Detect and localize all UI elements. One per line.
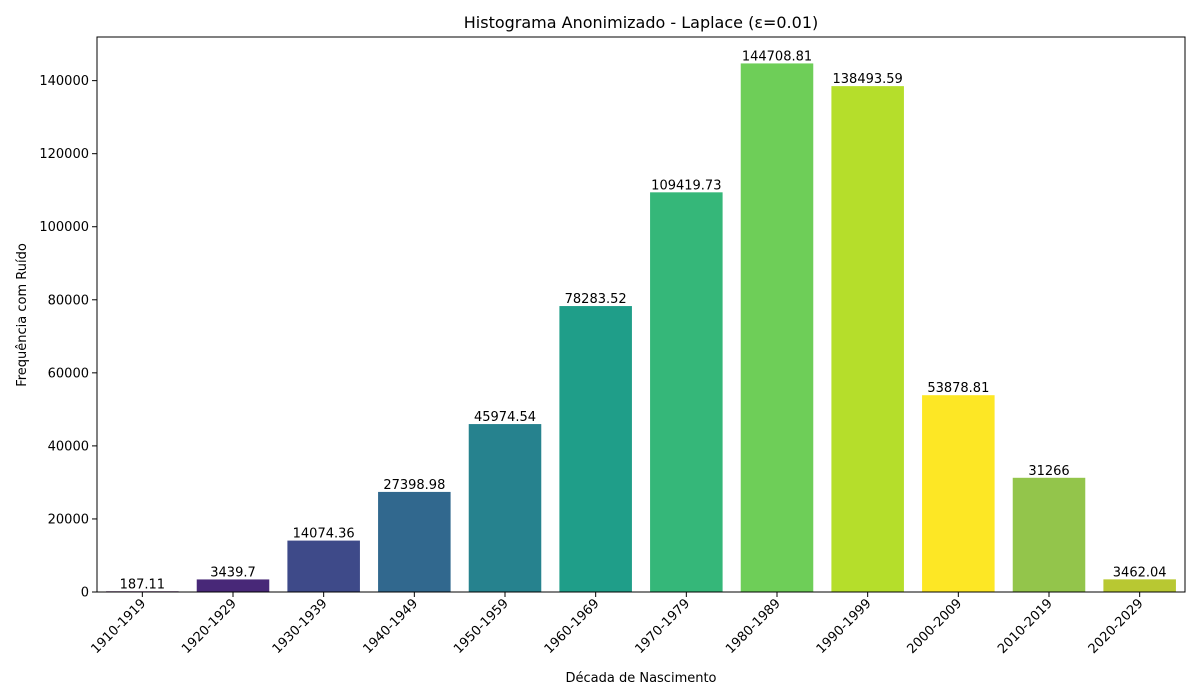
bars-group [106,63,1176,593]
x-tick-label-2020-2029: 2020-2029 [1086,596,1147,657]
x-tick-label-2010-2019: 2010-2019 [995,596,1056,657]
x-tick-label-1990-1999: 1990-1999 [814,596,875,657]
bar-1940-1949 [378,491,451,592]
data-labels-group: 187.11 3439.7 14074.36 27398.98 45974.54 7828… [120,49,1167,592]
data-label-1970-1979: 109419.73 [651,178,721,193]
data-label-1950-1959: 45974.54 [474,410,536,425]
x-axis-label: Década de Nascimento [565,671,716,686]
bar-1990-1999 [831,86,904,592]
y-tick-label-140000: 140000 [39,74,89,89]
y-axis-label: Frequência com Ruído [15,243,30,387]
plot-frame [96,36,1186,593]
x-tick-label-1970-1979: 1970-1979 [632,596,693,657]
bar-2010-2019 [1012,477,1086,592]
y-tick-label-120000: 120000 [39,147,89,162]
y-tick-label-40000: 40000 [48,439,89,454]
bar-2020-2029 [1103,579,1176,592]
bar-1980-1989 [740,63,814,593]
bar-1960-1969 [559,306,632,592]
data-label-1920-1929: 3439.7 [210,565,256,580]
data-label-1930-1939: 14074.36 [293,527,355,542]
x-tick-label-1980-1989: 1980-1989 [723,596,784,657]
x-tick-label-1920-1929: 1920-1929 [179,596,240,657]
data-label-2020-2029: 3462.04 [1113,565,1167,580]
data-label-1940-1949: 27398.98 [383,478,445,493]
y-tick-label-100000: 100000 [39,220,89,235]
y-tick-label-80000: 80000 [48,293,89,308]
bar-1930-1939 [287,540,360,592]
data-label-2000-2009: 53878.81 [927,381,989,396]
x-tick-label-1960-1969: 1960-1969 [542,596,603,657]
data-label-1910-1919: 187.11 [120,577,166,592]
y-tick-label-60000: 60000 [48,366,89,381]
x-tick-label-2000-2009: 2000-2009 [904,596,965,657]
x-tick-label-1950-1959: 1950-1959 [451,596,512,657]
x-tick-label-1910-1919: 1910-1919 [88,596,149,657]
bar-1970-1979 [650,192,723,592]
x-tick-label-1940-1949: 1940-1949 [360,596,421,657]
x-axis: 1910-1919 1920-1929 1930-1939 1940-1949 1950… [88,592,1146,657]
y-tick-label-20000: 20000 [48,512,89,527]
data-label-1990-1999: 138493.59 [833,72,903,87]
bar-2000-2009 [922,395,995,592]
y-tick-label-0: 0 [81,586,89,601]
y-axis: 0 20000 40000 60000 80000 100000 120000 140000 [39,74,97,601]
chart-title: Histograma Anonimizado - Laplace (ε=0.01… [464,13,819,32]
data-label-1980-1989: 144708.81 [742,49,812,64]
bar-1950-1959 [468,424,542,592]
data-label-1960-1969: 78283.52 [565,292,627,307]
bar-1920-1929 [196,579,270,592]
data-label-2010-2019: 31266 [1028,464,1069,479]
x-tick-label-1930-1939: 1930-1939 [270,596,331,657]
